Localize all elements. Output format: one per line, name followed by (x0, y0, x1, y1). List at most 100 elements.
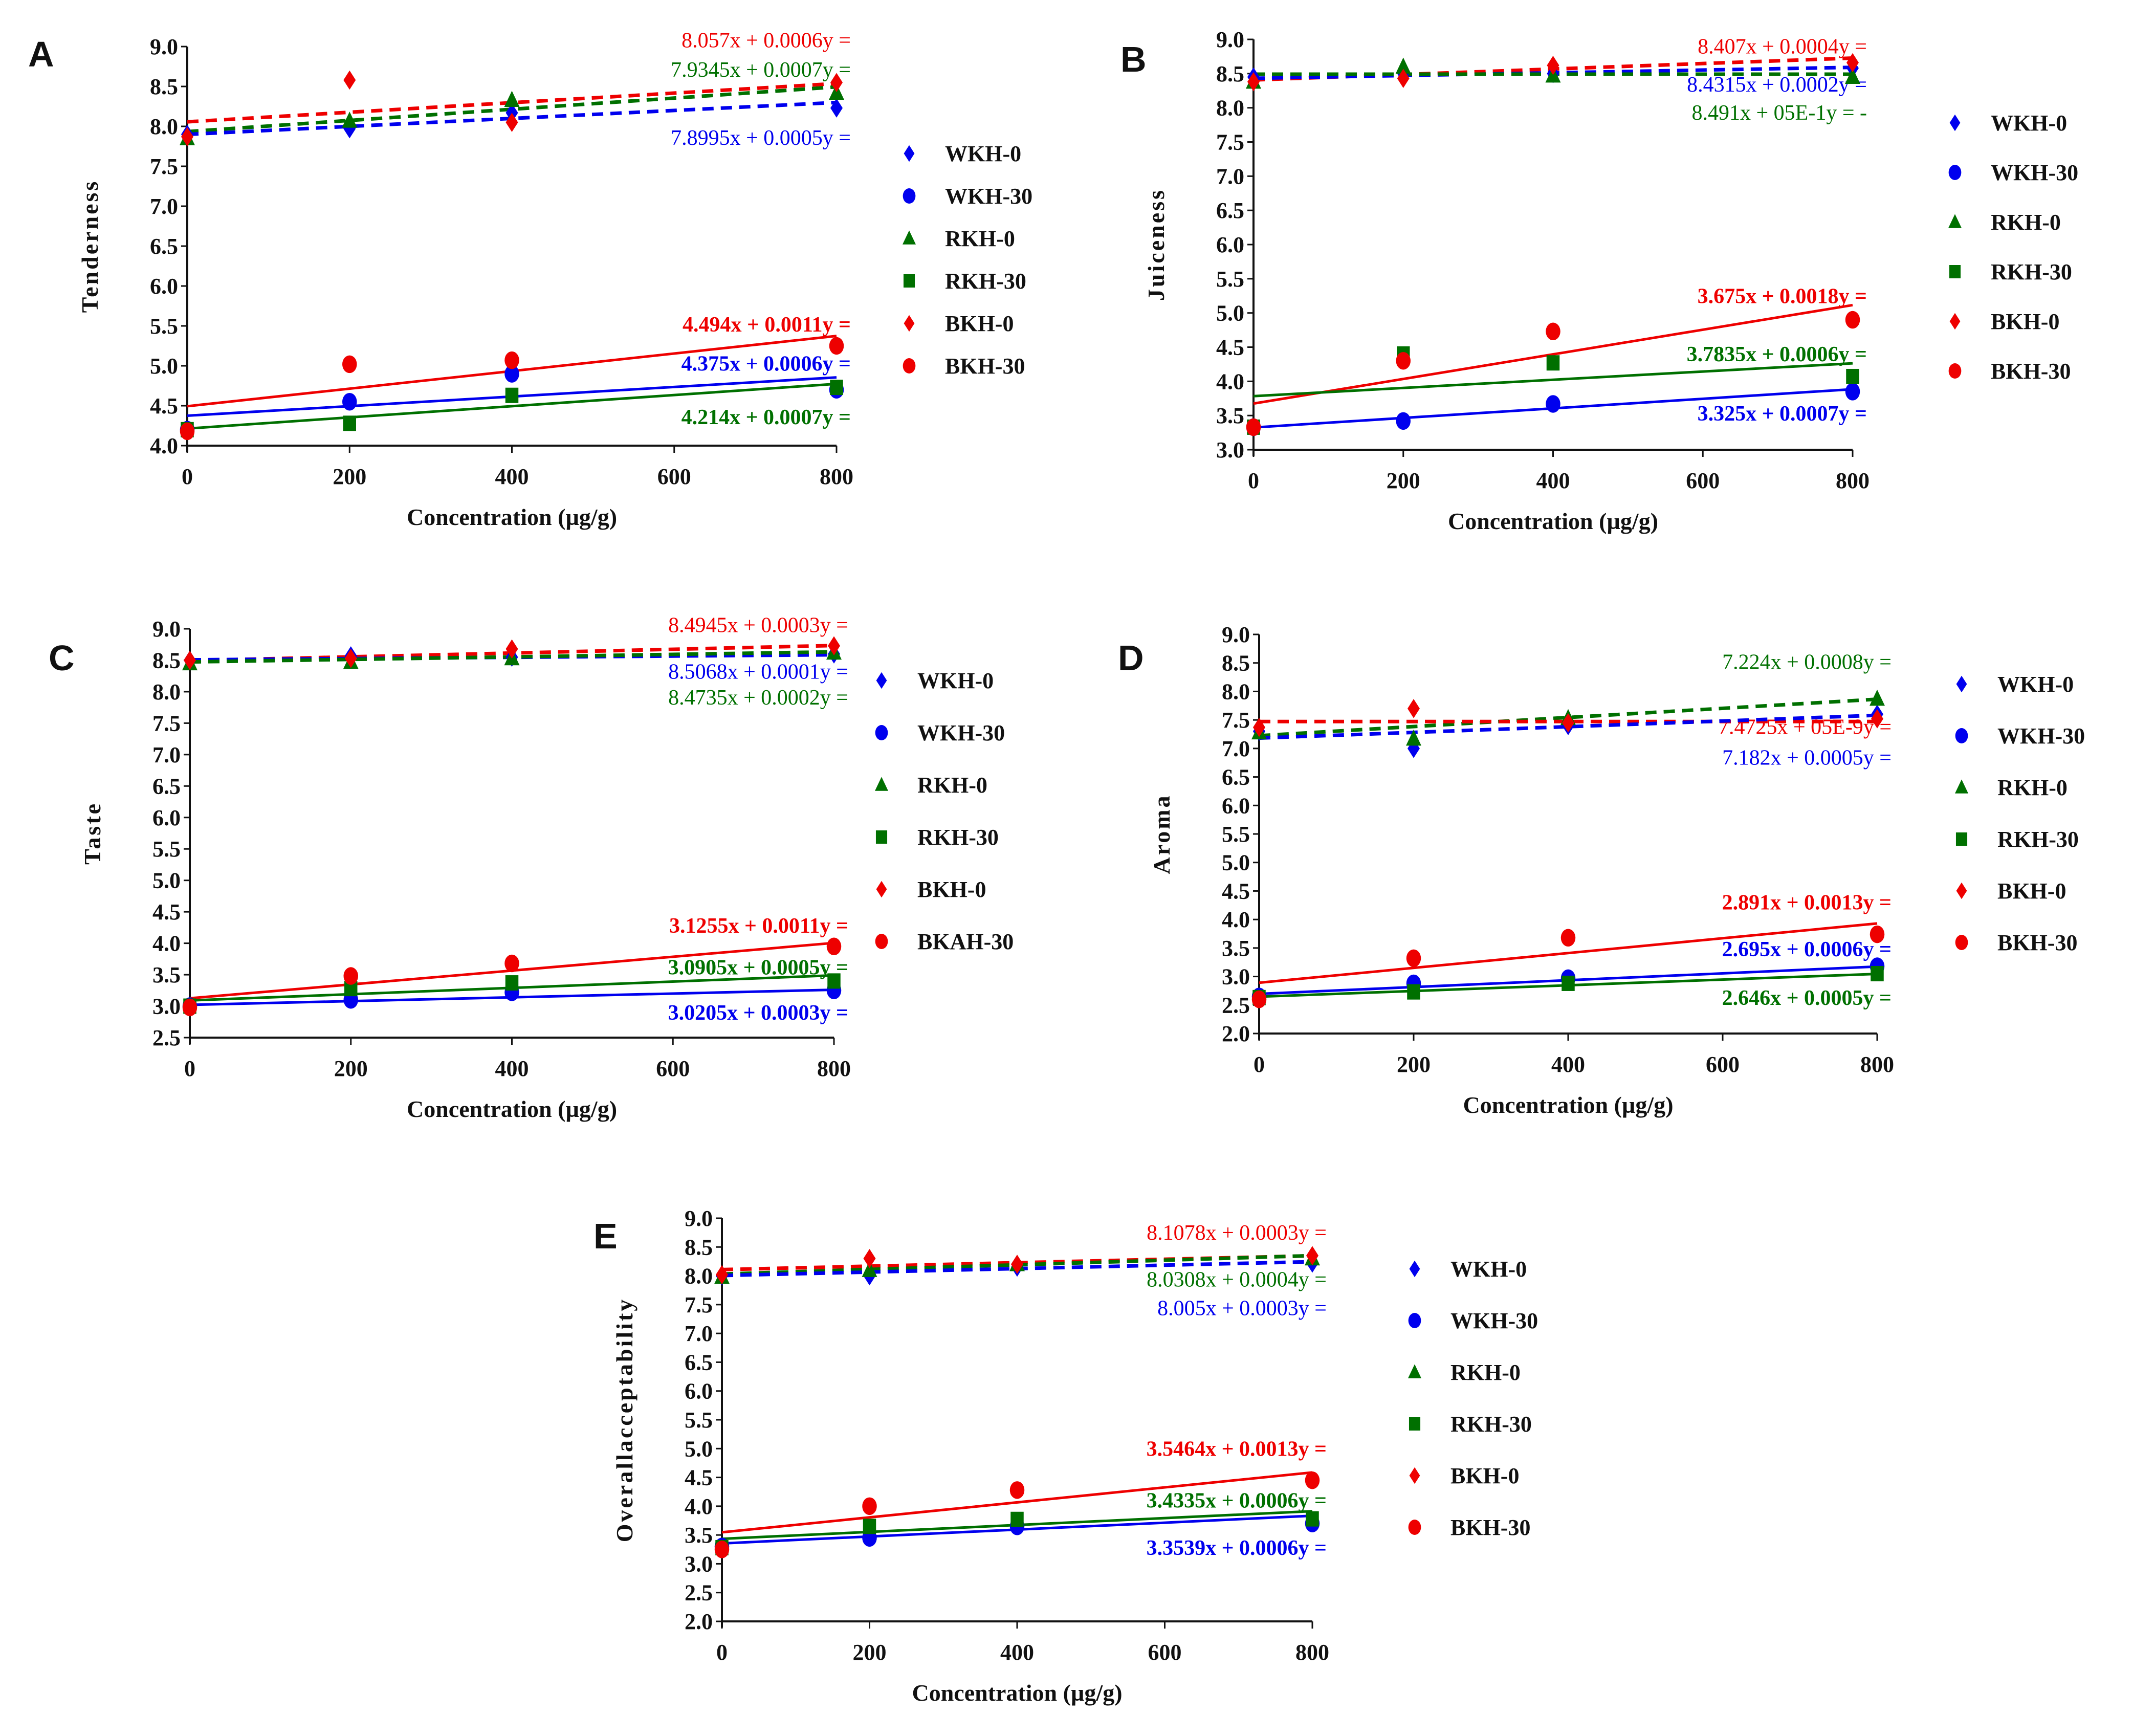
data-point-rkh-30 (830, 380, 843, 395)
trendline-equation-label: 8.0308x + 0.0004y = (1147, 1268, 1327, 1291)
x-tick-label: 800 (817, 1056, 851, 1081)
chart-panel-d: D 2.0 2.5 3.0 3.5 4.0 4.5 5.0 5.5 6.0 6.5 7.0 7.5 8.0… (1118, 622, 2085, 1118)
y-axis-title: Tenderness (77, 180, 103, 313)
data-point-bkh-30 (1396, 351, 1411, 370)
legend-label: RKH-0 (945, 226, 1015, 251)
legend-label: WKH-0 (945, 141, 1021, 166)
x-tick-label: 0 (1248, 468, 1259, 493)
data-point-bkh-30 (1870, 925, 1885, 943)
y-tick-label: 8.5 (152, 648, 181, 673)
data-point-rkh-30 (1871, 966, 1884, 981)
trendline-equation-label: 3.4335x + 0.0006y = (1147, 1489, 1327, 1513)
y-tick-label: 3.0 (685, 1551, 713, 1576)
legend-marker-wkh-30 (1955, 728, 1968, 743)
y-tick-label: 8.0 (150, 114, 178, 139)
y-tick-label: 7.0 (1216, 164, 1244, 189)
legend-label: RKH-30 (1997, 827, 2079, 852)
legend-marker-wkh-30 (1948, 165, 1962, 180)
y-tick-label: 7.5 (1216, 130, 1244, 155)
data-point-bkh-30 (180, 422, 195, 441)
x-axis-title: Concentration (µg/g) (1463, 1092, 1673, 1118)
data-point-bkh-0 (828, 636, 840, 655)
y-tick-label: 4.0 (685, 1494, 713, 1519)
trendline-equation-label: 4.494x + 0.0011y = (683, 313, 851, 337)
y-tick-label: 3.5 (152, 962, 181, 987)
y-tick-label: 6.5 (150, 234, 178, 259)
x-tick-label: 200 (1397, 1052, 1431, 1077)
y-tick-label: 4.5 (150, 393, 178, 419)
x-tick-label: 800 (1836, 468, 1870, 493)
data-point-bkah-30 (504, 954, 519, 973)
y-tick-label: 9.0 (1222, 622, 1250, 647)
legend-label: WKH-30 (945, 184, 1032, 209)
y-tick-label: 8.0 (1216, 96, 1244, 121)
legend-label: WKH-30 (1991, 160, 2078, 185)
legend-marker-wkh-0 (1956, 675, 1967, 693)
x-tick-label: 600 (1686, 468, 1720, 493)
data-point-bkh-0 (1253, 717, 1265, 737)
y-tick-label: 4.5 (1216, 335, 1244, 360)
y-tick-label: 4.0 (152, 931, 181, 956)
legend-label: BKH-0 (1997, 878, 2066, 904)
y-tick-label: 6.5 (152, 774, 181, 799)
y-tick-label: 8.0 (685, 1264, 713, 1289)
data-point-rkh-30 (1546, 355, 1560, 371)
data-point-rkh-30 (863, 1519, 876, 1534)
legend-label: BKH-0 (945, 311, 1014, 336)
y-tick-label: 2.5 (152, 1025, 181, 1050)
y-axis-title: Taste (79, 802, 105, 865)
data-point-bkh-0 (1846, 53, 1859, 73)
x-axis-title: Concentration (µg/g) (407, 504, 617, 530)
x-tick-label: 200 (334, 1056, 368, 1081)
y-tick-label: 7.0 (152, 742, 181, 767)
trendline-equation-label: 3.7835x + 0.0006y = (1687, 343, 1867, 366)
legend-label: WKH-30 (917, 720, 1005, 745)
y-tick-label: 3.5 (1222, 936, 1250, 961)
y-axis-title: Aroma (1149, 794, 1175, 874)
trendline-equation-label: 8.4945x + 0.0003y = (668, 614, 848, 638)
data-point-rkh-30 (1010, 1511, 1024, 1527)
trendline-equation-label: 8.005x + 0.0003y = (1157, 1297, 1327, 1321)
y-axis-title: Overallacceptability (611, 1298, 637, 1543)
data-point-bkh-30 (504, 351, 519, 369)
y-tick-label: 5.0 (1216, 301, 1244, 326)
legend-label: BKAH-30 (917, 929, 1014, 954)
y-tick-label: 5.5 (1216, 267, 1244, 292)
legend-marker-bkh-30 (1408, 1520, 1421, 1535)
data-point-rkh-30 (1306, 1511, 1319, 1527)
legend-marker-rkh-30 (903, 274, 915, 288)
trendline-bkh-30 (1253, 303, 1853, 405)
y-axis-title: Juiceness (1143, 188, 1169, 301)
trendline-equation-label: 8.5068x + 0.0001y = (668, 661, 848, 684)
legend-marker-bkh-0 (876, 881, 887, 898)
legend-marker-bkh-0 (1949, 313, 1961, 330)
x-tick-label: 600 (656, 1056, 690, 1081)
data-point-bkh-0 (1306, 1246, 1318, 1265)
x-tick-label: 400 (495, 1056, 529, 1081)
y-tick-label: 2.0 (685, 1609, 713, 1634)
y-tick-label: 2.5 (1222, 993, 1250, 1018)
y-tick-label: 7.5 (685, 1292, 713, 1317)
x-tick-label: 400 (1000, 1640, 1034, 1665)
y-tick-label: 6.5 (685, 1350, 713, 1375)
y-tick-label: 6.5 (1222, 765, 1250, 790)
x-tick-label: 800 (1295, 1640, 1329, 1665)
data-point-wkh-30 (342, 392, 357, 411)
y-tick-label: 7.0 (685, 1321, 713, 1346)
trendline-equation-label: 3.1255x + 0.0011y = (669, 914, 848, 938)
legend-label: RKH-0 (1450, 1360, 1521, 1385)
data-point-bkh-0 (1408, 699, 1420, 718)
y-tick-label: 4.0 (150, 433, 178, 458)
legend-marker-rkh-0 (1955, 779, 1968, 794)
trendline-equation-label: 8.4315x + 0.0002y = (1687, 73, 1867, 97)
y-tick-label: 2.5 (685, 1580, 713, 1606)
data-point-rkh-0 (1870, 689, 1885, 706)
legend-label: WKH-0 (1991, 111, 2067, 136)
data-point-bkh-0 (343, 70, 356, 90)
data-point-bkh-30 (1251, 990, 1267, 1008)
trendline-rkh-30 (1253, 362, 1853, 398)
x-tick-label: 0 (182, 464, 193, 489)
x-axis-title: Concentration (µg/g) (912, 1680, 1122, 1706)
y-tick-label: 4.0 (1216, 369, 1244, 394)
